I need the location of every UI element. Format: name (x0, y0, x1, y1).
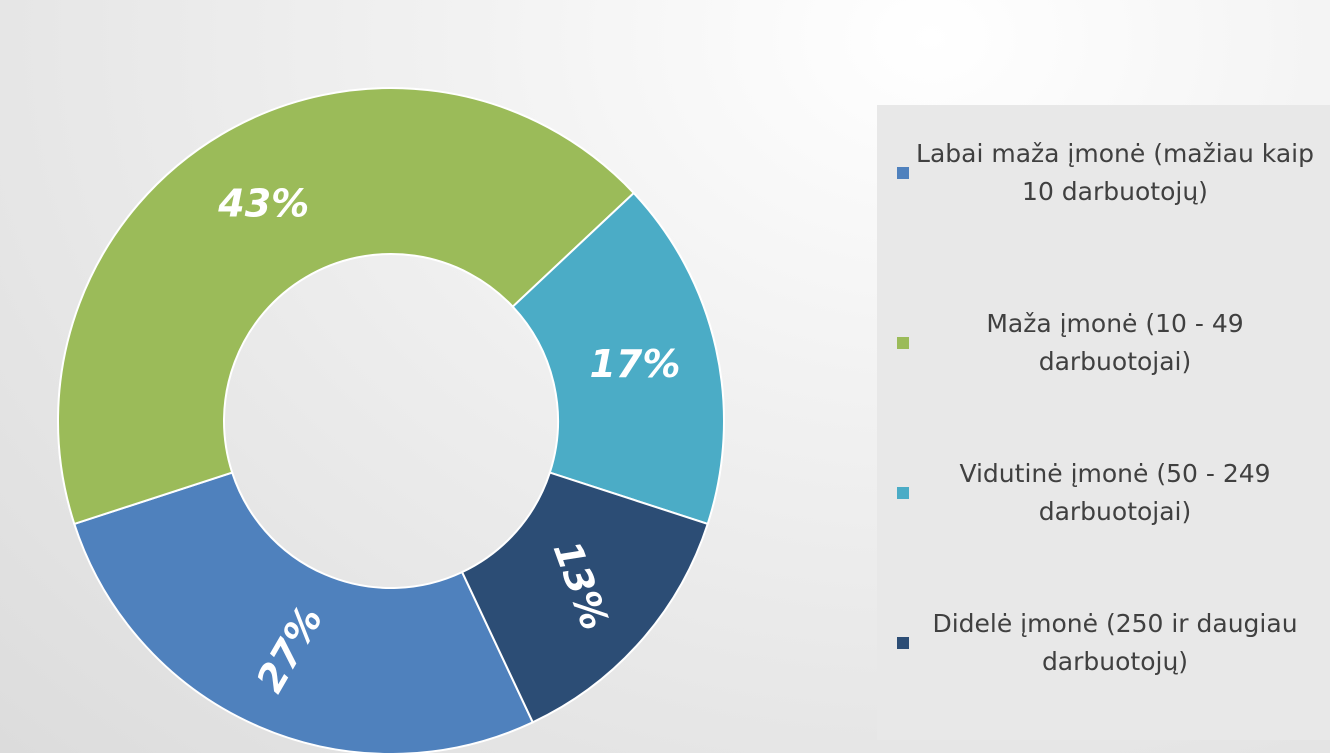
legend-swatch (897, 167, 909, 179)
legend-label: Vidutinė įmonė (50 - 249 darbuotojai) (959, 459, 1271, 526)
data-label: 17% (589, 342, 680, 386)
legend-item: Maža įmonė (10 - 49 darbuotojai) (897, 305, 1327, 381)
data-label: 43% (217, 181, 309, 225)
legend-item: Vidutinė įmonė (50 - 249 darbuotojai) (897, 455, 1327, 531)
donut-segment (73, 471, 535, 753)
legend-swatch (897, 637, 909, 649)
legend-item: Didelė įmonė (250 ir daugiau darbuotojų) (897, 605, 1327, 681)
legend-label: Maža įmonė (10 - 49 darbuotojai) (986, 309, 1244, 376)
legend-label: Didelė įmonė (250 ir daugiau darbuotojų) (932, 609, 1298, 676)
legend: Labai maža įmonė (mažiau kaip 10 darbuot… (877, 105, 1330, 740)
legend-label: Labai maža įmonė (mažiau kaip 10 darbuot… (916, 139, 1314, 206)
legend-swatch (897, 487, 909, 499)
legend-swatch (897, 337, 909, 349)
legend-item: Labai maža įmonė (mažiau kaip 10 darbuot… (897, 135, 1327, 211)
donut-segment (511, 191, 725, 526)
donut-segment (460, 471, 709, 724)
donut-segment (57, 87, 636, 526)
